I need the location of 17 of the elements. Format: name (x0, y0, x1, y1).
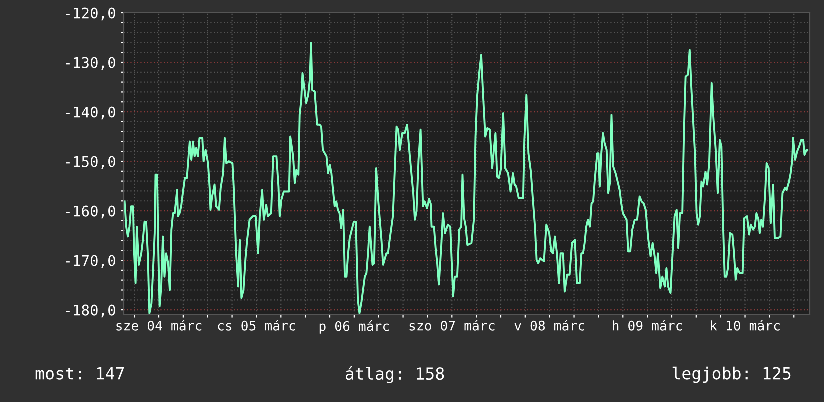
x-tick-label: szo 07 márc (410, 320, 495, 331)
x-tick-label: k 10 márc (711, 320, 780, 331)
x-tick-label: h 09 márc (613, 320, 682, 331)
y-tick-label: -170,0 (66, 255, 116, 268)
y-tick-label: -130,0 (66, 57, 116, 70)
y-tick-label: -160,0 (66, 206, 116, 219)
x-tick-label: cs 05 márc (218, 320, 296, 331)
y-tick-label: -120,0 (66, 8, 116, 21)
x-tick-label: v 08 márc (514, 320, 584, 331)
x-tick-label: sze 04 márc (116, 320, 202, 331)
x-tick-label: p 06 márc (320, 320, 390, 334)
text: átlag: 158 (346, 366, 444, 384)
text: most: 147 (36, 367, 124, 380)
y-tick-label: -140,0 (66, 106, 116, 120)
y-tick-label: -180,0 (66, 304, 116, 318)
text: legjobb: 125 (672, 366, 791, 384)
y-tick-label: -150,0 (66, 156, 116, 170)
